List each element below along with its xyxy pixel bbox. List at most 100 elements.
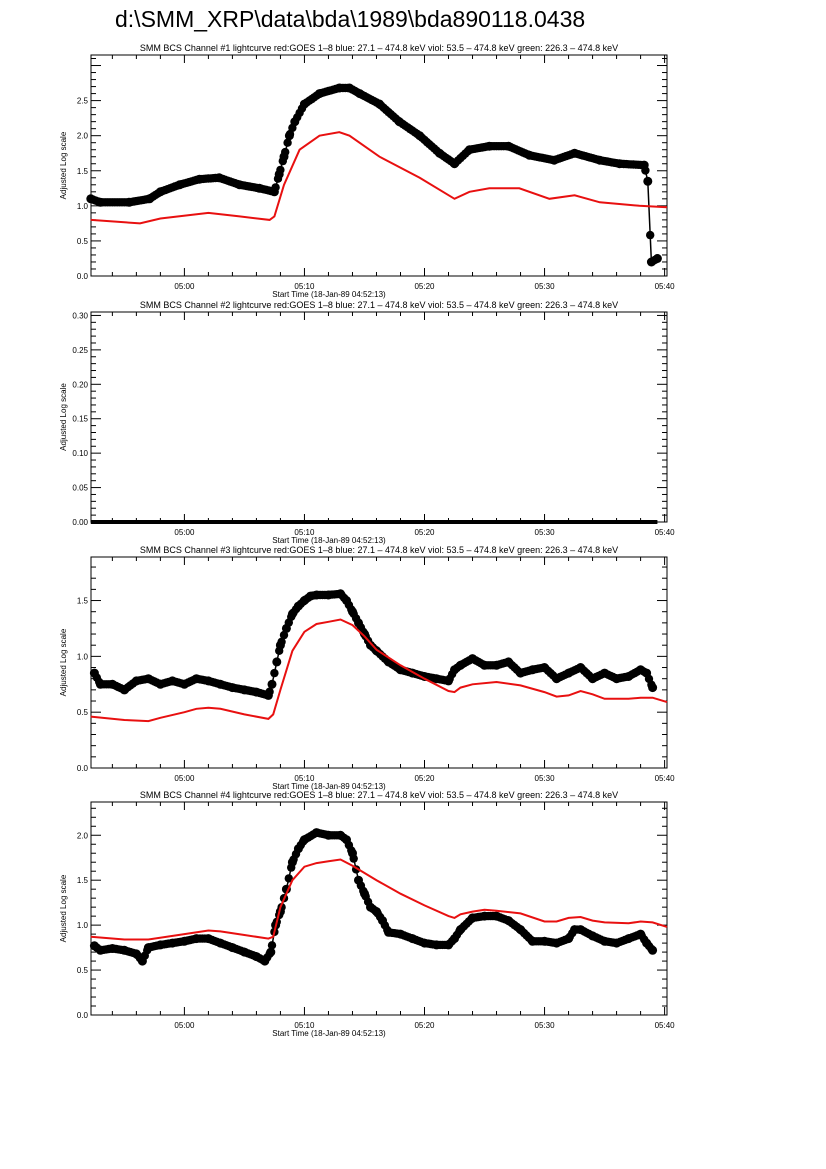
bcs-data-point [378, 916, 387, 926]
bcs-data-point [260, 956, 270, 966]
x-tick-label: 05:10 [294, 1021, 315, 1030]
bcs-line [90, 87, 658, 264]
y-tick-label: 1.0 [77, 921, 89, 930]
bcs-data-point [516, 925, 525, 935]
bcs-data-point [648, 945, 658, 955]
bcs-data-point [435, 148, 444, 158]
y-tick-label: 0.0 [77, 272, 89, 281]
bcs-data-point [266, 947, 276, 957]
bcs-data-point [624, 934, 634, 944]
y-tick-label: 1.5 [77, 876, 89, 885]
bcs-data-point [342, 596, 351, 605]
x-tick-label: 05:30 [535, 528, 556, 537]
bcs-data-point [342, 835, 351, 845]
bcs-data-point [119, 945, 129, 955]
bcs-data-point [504, 657, 513, 667]
x-tick-label: 05:10 [294, 774, 315, 783]
x-tick-label: 05:10 [294, 282, 315, 291]
bcs-data-point [600, 668, 610, 678]
bcs-data-point [107, 944, 117, 953]
bcs-data-point [612, 674, 622, 684]
bcs-data-point [348, 607, 357, 617]
bcs-data-point [167, 676, 177, 686]
bcs-data-point [95, 945, 105, 955]
bcs-data-point [456, 925, 465, 935]
bcs-data-point [299, 99, 309, 109]
y-tick-label: 2.0 [77, 132, 89, 141]
bcs-data-point [86, 194, 96, 204]
bcs-data-point [450, 934, 459, 944]
bcs-data-point [432, 940, 441, 950]
y-tick-label: 1.0 [77, 652, 89, 661]
bcs-data-point [432, 674, 441, 684]
bcs-data-point [214, 173, 224, 183]
bcs-data-point [274, 169, 284, 179]
bcs-data-point [279, 630, 289, 640]
x-tick-label: 05:30 [535, 774, 556, 783]
x-tick-label: 05:20 [414, 1021, 435, 1030]
bcs-data-point [643, 176, 653, 186]
bcs-data-point [131, 676, 141, 686]
y-tick-label: 0.5 [77, 708, 89, 717]
goes-line [90, 618, 668, 723]
bcs-data-point [465, 145, 474, 155]
bcs-data-point [283, 138, 292, 147]
bcs-data-point [540, 663, 549, 672]
bcs-data-point [336, 589, 345, 599]
bcs-data-point [275, 640, 285, 650]
y-tick-label: 0.05 [72, 484, 88, 493]
bcs-data-point [360, 889, 369, 899]
bcs-data-point [179, 936, 189, 946]
y-tick-label: 0.5 [77, 237, 89, 246]
bcs-data-point [254, 183, 264, 193]
bcs-data-point [396, 929, 405, 939]
bcs-data-point [576, 925, 586, 935]
bcs-data-point [137, 956, 147, 966]
bcs-data-point [540, 936, 549, 946]
bcs-data-point [95, 679, 105, 689]
bcs-data-point [203, 676, 213, 686]
bcs-data-point [394, 117, 404, 127]
y-axis-label: Adjusted Log scale [59, 874, 68, 942]
bcs-data-point [155, 940, 165, 950]
chart-title: SMM BCS Channel #3 lightcurve red:GOES 1… [140, 545, 618, 555]
bcs-data-point [504, 141, 513, 151]
bcs-data-point [484, 141, 494, 151]
bcs-data-point [366, 640, 375, 650]
y-tick-label: 0.5 [77, 966, 89, 975]
bcs-data-point [175, 180, 185, 190]
bcs-data-point [648, 683, 658, 693]
bcs-data-point [290, 117, 300, 127]
bcs-data-point [227, 943, 237, 953]
bcs-data-point [652, 254, 662, 263]
bcs-data-point [251, 952, 261, 962]
bcs-data-point [131, 949, 141, 959]
bcs-data-point [293, 844, 303, 854]
chart-title: SMM BCS Channel #1 lightcurve red:GOES 1… [140, 43, 618, 53]
page-title: d:\SMM_XRP\data\bda\1989\bda890118.0438 [115, 6, 586, 32]
y-axis-label: Adjusted Log scale [59, 383, 68, 451]
y-tick-label: 0.00 [72, 518, 88, 527]
bcs-data-point [251, 687, 261, 697]
bcs-data-point [263, 690, 273, 700]
bcs-data-point [95, 197, 105, 207]
bcs-data-point [360, 629, 369, 639]
bcs-data-point [646, 230, 655, 240]
bcs-data-point [480, 660, 489, 670]
bcs-data-point [324, 830, 333, 840]
plot-frame [90, 311, 668, 523]
x-tick-label: 05:30 [535, 282, 556, 291]
bcs-data-point [549, 155, 559, 165]
y-tick-label: 0.10 [72, 449, 88, 458]
chart-title: SMM BCS Channel #2 lightcurve red:GOES 1… [140, 300, 618, 310]
bcs-data-point [315, 89, 324, 99]
bcs-data-point [312, 590, 321, 600]
bcs-data-point [504, 916, 513, 926]
bcs-data-point [167, 938, 177, 948]
bcs-data-point [564, 934, 574, 944]
x-tick-label: 05:40 [655, 774, 676, 783]
bcs-data-point [107, 679, 117, 689]
bcs-data-point [444, 676, 453, 686]
bcs-data-point [444, 940, 453, 950]
